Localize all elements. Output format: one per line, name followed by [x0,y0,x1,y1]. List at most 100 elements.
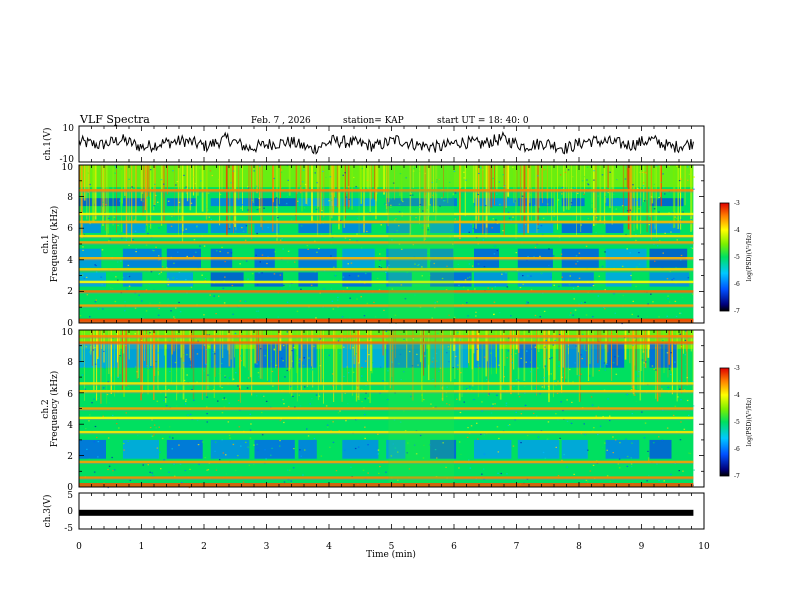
spectrogram-speckle [590,396,593,398]
spectrogram-low-power-zone [649,272,690,287]
spectrogram-impulse-streak [447,165,449,204]
spectrogram-speckle [138,226,141,228]
spectrogram-speckle [577,192,579,194]
spectrogram-speckle [604,442,606,444]
spectrogram-band-shadow [79,292,694,294]
spectrogram-speckle [347,403,349,405]
spectrogram-speckle [319,365,322,367]
spectrogram-lowfreq-strip [79,483,694,487]
spectrogram-impulse-streak [521,165,524,213]
spectrogram-speckle [160,468,162,470]
spectrogram-lowfreq-strip [79,319,694,323]
spectrogram-impulse-streak [419,330,422,363]
spectrogram-impulse-streak [239,330,241,388]
spectrogram-speckle [141,300,143,302]
spectrogram-impulse-streak [419,165,421,225]
spectrogram-speckle [409,194,412,196]
spectrogram-speckle [598,275,600,277]
spectrogram-impulse-streak [277,330,279,392]
spectrogram-speckle [246,387,249,389]
spectrogram-speckle [279,420,282,422]
ch2-frequency-ylabel: Frequency (kHz) [49,371,60,448]
spectrogram-speckle [183,174,185,176]
spectrogram-speckle [232,378,235,380]
spectrogram-speckle [171,448,173,450]
spectrogram-impulse-streak [537,165,539,226]
spectrogram-speckle [641,411,643,413]
spectrogram-speckle [387,469,390,471]
spectrogram-speckle [301,181,304,183]
spectrogram-speckle [169,436,171,438]
spectrogram-speckle [465,179,467,181]
spectrogram-speckle [256,209,259,211]
spectrogram-speckle [299,358,301,360]
spectrogram-speckle [201,274,203,276]
spectrogram-discontinuity [388,165,454,323]
spectrogram-low-power-zone [342,342,385,368]
spectrogram-speckle [210,218,213,220]
spectrogram-speckle [222,452,225,454]
spectrogram-speckle [559,334,561,336]
spectrogram-impulse-streak [201,165,204,212]
spectrogram-speckle [550,373,552,375]
spectrogram-speckle [308,357,310,359]
spectrogram-speckle [676,217,678,219]
spectrogram-speckle [102,415,104,417]
spectrogram-speckle [666,278,669,280]
spectrogram-speckle [528,330,531,332]
spectrogram-speckle [322,170,324,172]
spectrogram-speckle [446,265,448,267]
spectrogram-speckle [592,429,594,432]
spectrogram-speckle [514,200,516,202]
spectrogram-speckle [292,467,295,469]
spectrogram-impulse-streak [338,165,340,230]
spectrogram-speckle [363,223,365,225]
spectrogram-speckle [469,276,471,278]
spectrogram-impulse-streak [639,330,641,401]
spectrogram-speckle [107,468,109,471]
spectrogram-impulse-streak [630,165,633,212]
spectrogram-low-power-zone [166,223,208,233]
spectrogram-speckle [101,205,104,207]
spectrogram-impulse-streak [219,165,221,226]
spectrogram-speckle [134,333,136,335]
spectrogram-impulse-streak [255,330,258,364]
spectrogram-impulse-streak [513,330,515,370]
spectrogram-low-power-zone [254,223,280,233]
ch2-spectrogram-ticks [78,329,705,488]
spectrogram-speckle [379,253,381,255]
spectrogram-speckle [578,303,580,305]
spectrogram-speckle [192,255,195,257]
spectrogram-speckle [424,172,426,174]
ch2-colorbar-scale [719,367,730,477]
spectrogram-speckle [96,436,98,439]
spectrogram-speckle [604,289,606,291]
spectrogram-impulse-streak [547,330,549,371]
spectrogram-speckle [95,271,98,273]
spectrogram-impulse-streak [100,330,102,404]
spectrogram-speckle [325,399,328,401]
spectrogram-impulse-streak [341,330,343,402]
spectrogram-speckle [571,176,574,178]
spectrogram-speckle [605,196,607,198]
spectrogram-speckle [527,256,529,258]
spectrogram-speckle [332,441,335,443]
spectrogram-speckle [677,205,679,207]
spectrogram-impulse-streak [106,165,108,237]
spectrogram-speckle [167,200,170,202]
spectrogram-speckle [606,449,608,451]
spectrogram-impulse-streak [176,330,178,401]
spectrogram-speckle [339,410,341,412]
spectrogram-speckle [256,284,259,286]
spectrogram-speckle [614,356,616,358]
spectrogram-speckle [427,252,429,254]
spectrogram-speckle [419,434,422,437]
spectrogram-low-power-zone [122,342,165,368]
spectrogram-speckle [460,453,462,455]
spectrogram-speckle [446,394,449,396]
spectrogram-speckle [530,275,532,277]
spectrogram-speckle [240,475,242,477]
spectrogram-speckle [203,274,205,276]
spectrogram-band [79,280,694,284]
